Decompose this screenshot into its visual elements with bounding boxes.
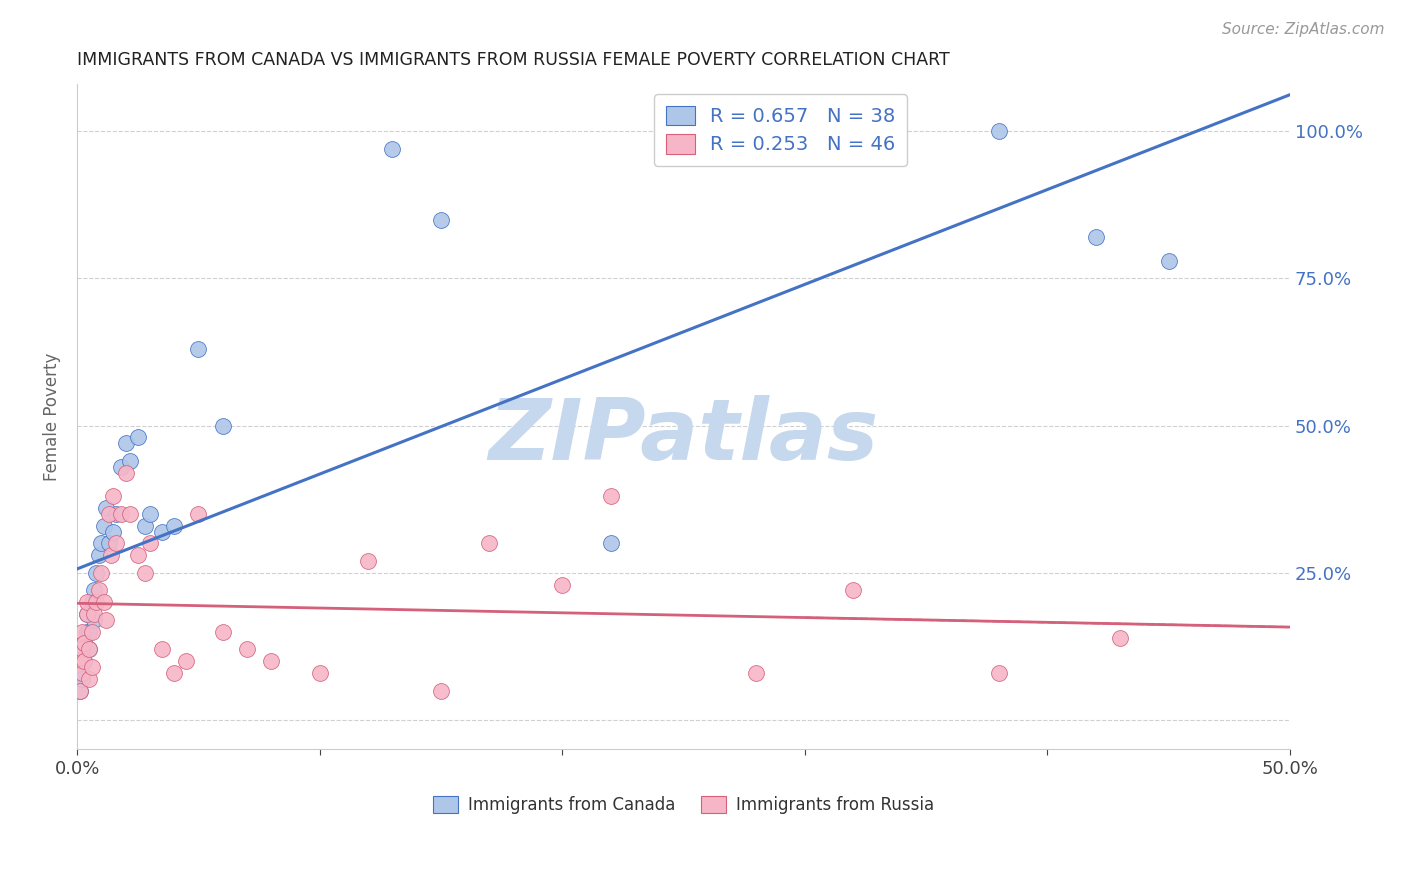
Point xyxy=(73,636,96,650)
Text: ZIPatlas: ZIPatlas xyxy=(488,395,879,478)
Point xyxy=(70,642,93,657)
Point xyxy=(163,665,186,680)
Point xyxy=(93,595,115,609)
Point xyxy=(599,536,621,550)
Point xyxy=(83,583,105,598)
Point xyxy=(90,566,112,580)
Point xyxy=(77,642,100,657)
Point xyxy=(80,624,103,639)
Point xyxy=(551,577,574,591)
Point xyxy=(127,430,149,444)
Point xyxy=(308,665,330,680)
Point xyxy=(1084,230,1107,244)
Point xyxy=(76,595,98,609)
Point xyxy=(139,536,162,550)
Point xyxy=(120,454,142,468)
Point xyxy=(100,548,122,562)
Point xyxy=(86,566,108,580)
Point xyxy=(127,548,149,562)
Point xyxy=(430,683,453,698)
Point xyxy=(69,683,91,698)
Point xyxy=(745,665,768,680)
Point xyxy=(70,672,93,686)
Point xyxy=(69,665,91,680)
Point xyxy=(103,524,125,539)
Point xyxy=(260,654,283,668)
Point xyxy=(134,566,156,580)
Point xyxy=(1157,253,1180,268)
Point xyxy=(87,583,110,598)
Point xyxy=(90,536,112,550)
Point xyxy=(211,418,233,433)
Point xyxy=(150,642,173,657)
Point xyxy=(93,518,115,533)
Point xyxy=(103,489,125,503)
Point xyxy=(96,613,118,627)
Point xyxy=(187,507,209,521)
Point xyxy=(70,642,93,657)
Point xyxy=(97,507,120,521)
Point xyxy=(1109,631,1132,645)
Point xyxy=(120,507,142,521)
Legend: Immigrants from Canada, Immigrants from Russia: Immigrants from Canada, Immigrants from … xyxy=(426,789,941,821)
Point xyxy=(599,489,621,503)
Point xyxy=(73,636,96,650)
Point xyxy=(134,518,156,533)
Point xyxy=(69,654,91,668)
Point xyxy=(987,665,1010,680)
Point xyxy=(110,507,132,521)
Point xyxy=(96,501,118,516)
Point xyxy=(110,459,132,474)
Point xyxy=(77,624,100,639)
Point xyxy=(73,654,96,668)
Point xyxy=(76,607,98,621)
Point xyxy=(69,683,91,698)
Point xyxy=(139,507,162,521)
Point xyxy=(187,342,209,356)
Point xyxy=(69,654,91,668)
Point xyxy=(73,654,96,668)
Point xyxy=(87,548,110,562)
Point xyxy=(80,660,103,674)
Point xyxy=(174,654,197,668)
Point xyxy=(97,536,120,550)
Point xyxy=(842,583,865,598)
Point xyxy=(114,436,136,450)
Point xyxy=(76,624,98,639)
Text: Source: ZipAtlas.com: Source: ZipAtlas.com xyxy=(1222,22,1385,37)
Point xyxy=(86,595,108,609)
Point xyxy=(114,466,136,480)
Point xyxy=(987,124,1010,138)
Point xyxy=(478,536,501,550)
Point xyxy=(70,624,93,639)
Point xyxy=(357,554,380,568)
Point xyxy=(80,595,103,609)
Point xyxy=(104,507,127,521)
Point xyxy=(70,665,93,680)
Point xyxy=(77,642,100,657)
Point xyxy=(381,142,404,156)
Point xyxy=(77,672,100,686)
Text: IMMIGRANTS FROM CANADA VS IMMIGRANTS FROM RUSSIA FEMALE POVERTY CORRELATION CHAR: IMMIGRANTS FROM CANADA VS IMMIGRANTS FRO… xyxy=(77,51,950,69)
Point xyxy=(83,613,105,627)
Point xyxy=(236,642,259,657)
Y-axis label: Female Poverty: Female Poverty xyxy=(44,352,60,481)
Point xyxy=(211,624,233,639)
Point xyxy=(150,524,173,539)
Point xyxy=(104,536,127,550)
Point xyxy=(83,607,105,621)
Point xyxy=(76,607,98,621)
Point xyxy=(163,518,186,533)
Point xyxy=(430,212,453,227)
